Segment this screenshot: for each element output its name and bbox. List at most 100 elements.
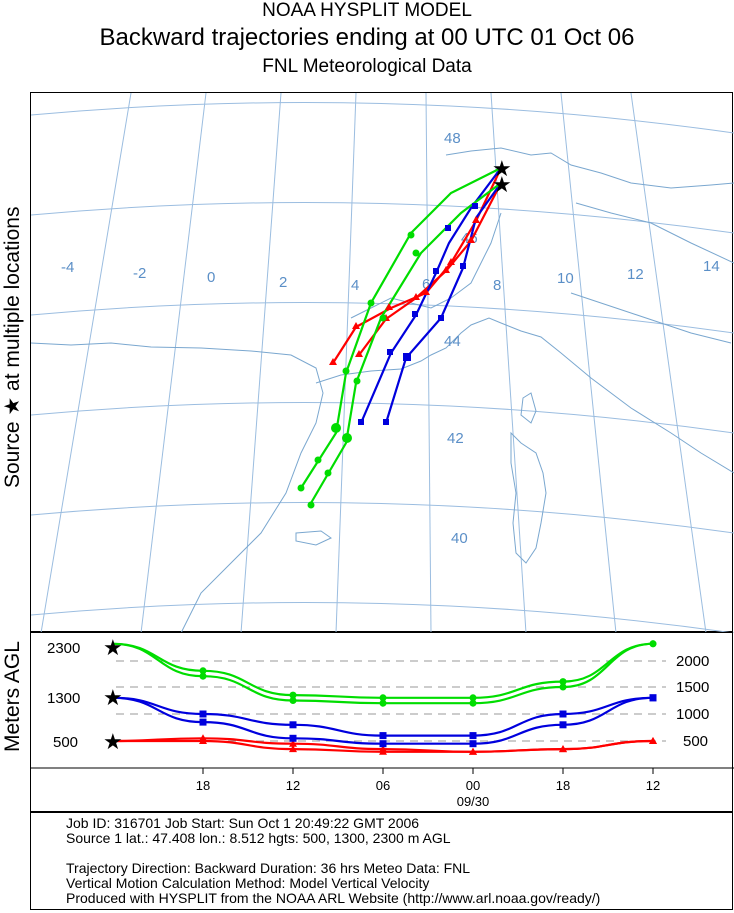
meters-agl-label: Meters AGL (1, 641, 24, 752)
longitude-labels: -4 -2 0 2 4 6 8 10 12 14 (61, 258, 720, 294)
green-circle (297, 484, 305, 492)
blue-trajectory-2 (384, 182, 502, 424)
left-altitude-label: 2300 (47, 640, 80, 657)
green-circle (379, 314, 387, 322)
coastlines (31, 147, 734, 633)
blue-altitude-marker (469, 732, 477, 740)
hour-label: 12 (286, 778, 300, 793)
lat-label: 42 (447, 430, 464, 447)
green-altitude-line (112, 642, 654, 699)
blue-altitude-marker (649, 694, 657, 702)
green-circle (407, 231, 415, 239)
green-altitude-marker (199, 672, 207, 680)
source-side-label: Source ★ at multiple locations (1, 206, 24, 488)
hour-label: 18 (196, 778, 210, 793)
lon-label: 4 (351, 277, 359, 294)
blue-altitude-marker (379, 740, 387, 748)
green-circle (307, 501, 315, 509)
trajectory-lines (300, 167, 502, 504)
hour-label: 00 (466, 778, 480, 793)
red-altitude-marker (379, 745, 387, 753)
lon-label: 14 (703, 258, 720, 275)
blue-trajectory-1 (359, 167, 502, 424)
map-canvas: -4 -2 0 2 4 6 8 10 12 14 48 46 44 42 40 (31, 93, 734, 633)
red-triangle-markers-2 (355, 236, 475, 357)
job-id-line: Job ID: 316701 Job Start: Sun Oct 1 20:4… (66, 815, 420, 831)
lon-label: -2 (133, 265, 146, 282)
trajectory-direction-line: Trajectory Direction: Backward Duration:… (66, 860, 471, 876)
green-altitude-marker (559, 683, 567, 691)
source-location-line: Source 1 lat.: 47.408 lon.: 8.512 hgts: … (66, 830, 451, 846)
blue-altitude-marker (469, 740, 477, 748)
altitude-series (112, 640, 657, 755)
red-altitude-marker (469, 747, 477, 755)
altitude-panel: ★ ★ ★ 2300 1300 500 2000 1500 1000 500 1… (30, 632, 734, 812)
lat-label: 44 (444, 333, 461, 350)
red-trajectory-1 (332, 167, 502, 364)
trajectory-title: Backward trajectories ending at 00 UTC 0… (99, 24, 635, 51)
date-label: 09/30 (457, 794, 490, 809)
green-circle (412, 249, 420, 257)
blue-altitude-marker (289, 734, 297, 742)
lon-label: 10 (557, 270, 574, 287)
green-circle (342, 433, 352, 443)
green-trajectory-1 (300, 167, 502, 489)
green-altitude-marker (379, 694, 387, 702)
left-altitude-labels: 2300 1300 500 (47, 640, 80, 751)
lon-label: -4 (61, 259, 74, 276)
right-altitude-labels: 2000 1500 1000 500 (676, 653, 709, 750)
blue-altitude-marker (559, 721, 567, 729)
right-altitude-label: 500 (683, 733, 708, 750)
green-circle (342, 367, 350, 375)
trajectory-map[interactable]: -4 -2 0 2 4 6 8 10 12 14 48 46 44 42 40 (30, 92, 734, 633)
hour-labels: 18 12 06 00 18 12 09/30 (196, 778, 660, 809)
green-altitude-marker (289, 697, 297, 704)
model-title: NOAA HYSPLIT MODEL (262, 0, 472, 21)
lon-label: 12 (627, 266, 644, 283)
hour-label: 18 (556, 778, 570, 793)
altitude-chart: ★ ★ ★ 2300 1300 500 2000 1500 1000 500 1… (31, 636, 734, 809)
star-icon: ★ (103, 686, 123, 711)
job-info-panel (30, 812, 733, 910)
vertical-motion-line: Vertical Motion Calculation Method: Mode… (66, 875, 430, 891)
star-icon: ★ (103, 730, 123, 755)
red-altitude-marker (649, 737, 657, 744)
lon-label: 8 (493, 277, 501, 294)
hour-label: 06 (376, 778, 390, 793)
blue-altitude-marker (379, 732, 387, 740)
green-altitude-marker (469, 699, 477, 707)
lon-label: 0 (207, 269, 215, 286)
green-altitude-marker (289, 691, 297, 699)
red-altitude-marker (559, 745, 567, 753)
green-altitude-marker (649, 640, 657, 648)
latitude-labels: 48 46 44 42 40 (444, 130, 478, 547)
lat-label: 40 (451, 530, 468, 547)
green-circle (331, 423, 341, 433)
blue-altitude-marker (289, 721, 297, 729)
left-altitude-label: 1300 (47, 690, 80, 707)
green-altitude-line (112, 642, 654, 705)
green-circle (353, 377, 361, 385)
red-altitude-marker (289, 745, 297, 753)
blue-altitude-marker (199, 710, 207, 718)
blue-altitude-marker (199, 718, 207, 726)
green-circle (314, 456, 322, 464)
lon-label: 6 (422, 276, 430, 293)
produced-with-line: Produced with HYSPLIT from the NOAA ARL … (66, 890, 601, 906)
altitude-stars: ★ ★ ★ (103, 636, 123, 755)
star-icon: ★ (492, 157, 512, 182)
blue-altitude-marker (559, 710, 567, 718)
right-altitude-label: 2000 (676, 653, 709, 670)
green-circle (367, 299, 375, 307)
trajectory-markers (297, 203, 480, 509)
star-icon: ★ (103, 636, 123, 661)
green-altitude-marker (379, 699, 387, 707)
right-altitude-label: 1000 (676, 706, 709, 723)
source-stars: ★ ★ (492, 157, 512, 198)
altitude-gridlines (116, 660, 666, 742)
right-altitude-label: 1500 (676, 679, 709, 696)
hour-ticks (202, 768, 654, 774)
green-altitude-marker (559, 678, 567, 686)
blue-square-markers (358, 203, 478, 425)
left-altitude-label: 500 (53, 734, 78, 751)
